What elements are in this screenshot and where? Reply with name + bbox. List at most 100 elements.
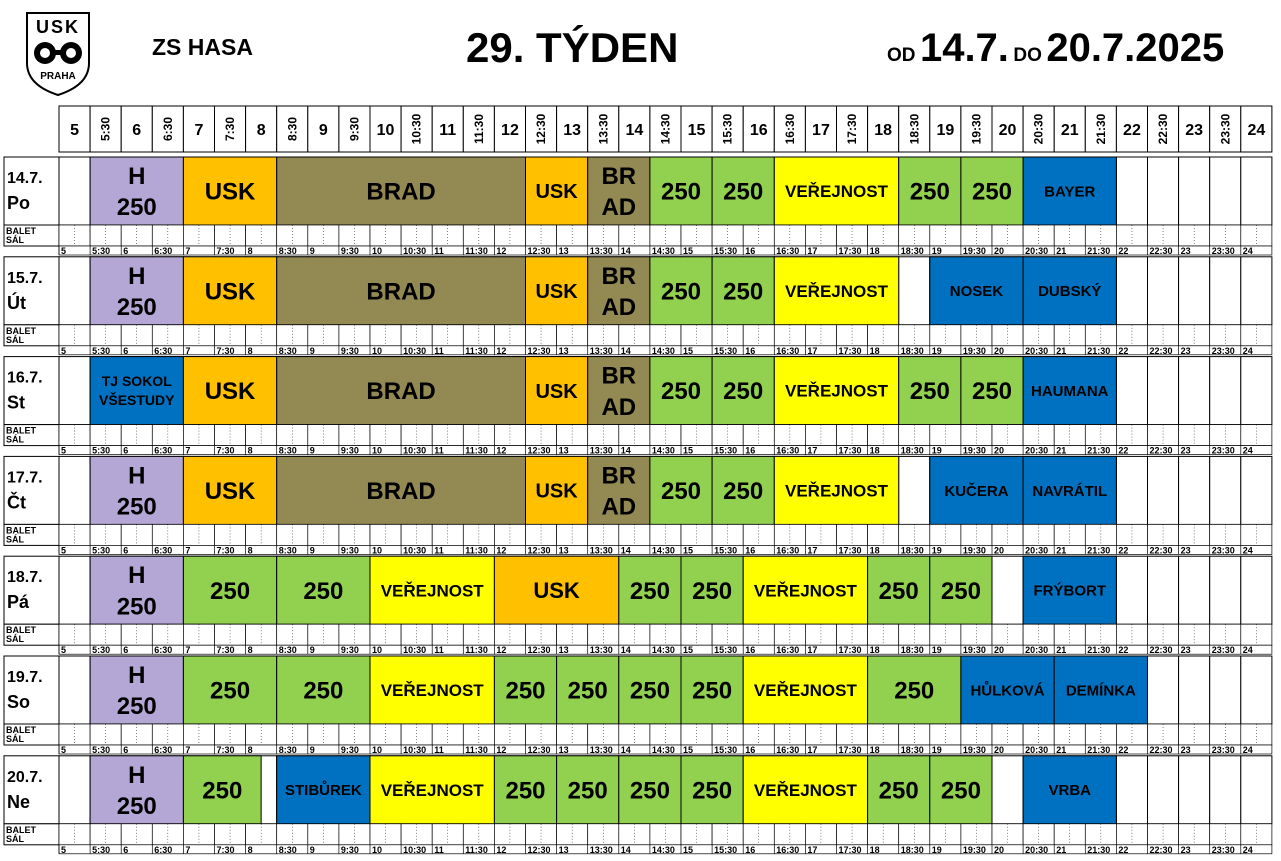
- mini-axis-label: 20: [994, 346, 1004, 356]
- booking-label: VEŘEJNOST: [381, 581, 485, 600]
- mini-axis-label: 22: [1118, 545, 1128, 555]
- mini-axis-label: 8:30: [279, 545, 297, 555]
- mini-axis-label: 21:30: [1087, 745, 1110, 755]
- mini-axis-label: 10:30: [403, 645, 426, 655]
- time-header-cell: [245, 105, 278, 153]
- booking-block: [89, 356, 184, 426]
- mini-axis-label: 22:30: [1150, 645, 1173, 655]
- mini-axis-label: 21: [1056, 745, 1066, 755]
- mini-axis-label: 18:30: [901, 246, 924, 256]
- mini-axis-label: 6: [123, 645, 128, 655]
- time-header-cell: [649, 105, 682, 153]
- empty-slot: [1178, 256, 1211, 326]
- mini-axis-label: 8: [248, 745, 253, 755]
- mini-axis-label: 21: [1056, 346, 1066, 356]
- mini-axis-label: 15: [683, 346, 693, 356]
- empty-slot: [1209, 755, 1242, 825]
- day-date: 14.7.: [7, 170, 43, 187]
- empty-slot: [1240, 156, 1273, 226]
- time-header-cell: [898, 105, 931, 153]
- day-name: So: [7, 692, 30, 712]
- mini-axis-label: 10: [372, 246, 382, 256]
- mini-axis-label: 11: [434, 645, 444, 655]
- time-header-cell: [1022, 105, 1055, 153]
- booking-block: [618, 755, 682, 825]
- mini-axis-label: 15:30: [714, 745, 737, 755]
- mini-axis-label: 11: [434, 346, 444, 356]
- mini-axis-label: 23:30: [1212, 346, 1235, 356]
- mini-axis-label: 8: [248, 446, 253, 456]
- time-header-label: 5:30: [99, 117, 113, 141]
- mini-axis-label: 22:30: [1150, 246, 1173, 256]
- booking-block: [276, 356, 527, 426]
- booking-label: USK: [205, 378, 256, 405]
- mini-axis-label: 21: [1056, 645, 1066, 655]
- mini-axis-label: 7: [185, 545, 190, 555]
- time-header-cell: [991, 105, 1024, 153]
- booking-label: AD: [601, 294, 636, 321]
- mini-axis-label: 9: [310, 545, 315, 555]
- mini-axis-label: 20:30: [1025, 545, 1048, 555]
- time-header-label: 24: [1247, 122, 1265, 139]
- empty-slot: [1115, 156, 1149, 226]
- mini-axis-label: 9: [310, 745, 315, 755]
- time-header-cell: [867, 105, 900, 153]
- booking-label: 250: [723, 478, 763, 505]
- empty-slot: [1209, 256, 1242, 326]
- time-header-label: 15: [688, 122, 706, 139]
- booking-label: 250: [879, 777, 919, 804]
- balet-label: BALET: [6, 525, 36, 535]
- time-header-cell: [929, 105, 962, 153]
- mini-axis-label: 17:30: [839, 246, 862, 256]
- time-header-label: 7: [194, 122, 203, 139]
- mini-axis-label: 9: [310, 446, 315, 456]
- mini-axis-label: 5:30: [92, 645, 110, 655]
- booking-label: USK: [205, 278, 256, 305]
- booking-label: USK: [535, 181, 578, 203]
- mini-axis-label: 13: [559, 745, 569, 755]
- booking-label: 250: [661, 278, 701, 305]
- mini-axis-label: 16: [745, 745, 755, 755]
- booking-block: [649, 356, 713, 426]
- mini-axis-label: 12: [496, 645, 506, 655]
- time-header-label: 22: [1123, 122, 1141, 139]
- time-header-label: 11: [439, 122, 456, 139]
- booking-label: H: [128, 562, 145, 589]
- mini-axis-label: 19: [932, 745, 942, 755]
- empty-slot: [898, 455, 931, 525]
- booking-label: 250: [661, 478, 701, 505]
- mini-axis-label: 10: [372, 446, 382, 456]
- empty-slot: [1240, 356, 1273, 426]
- time-header-label: 18: [874, 122, 892, 139]
- day-label-cell: [3, 256, 60, 326]
- booking-block: [276, 455, 527, 525]
- booking-block: [587, 356, 651, 426]
- time-header-label: 10:30: [410, 113, 424, 144]
- mini-axis-label: 12:30: [528, 845, 551, 855]
- time-header-label: 7:30: [223, 117, 237, 141]
- day-date: 16.7.: [7, 370, 43, 387]
- mini-axis-label: 17: [807, 745, 817, 755]
- day-name: St: [7, 393, 25, 413]
- mini-axis-label: 22: [1118, 645, 1128, 655]
- booking-block: [369, 655, 495, 725]
- booking-label: 250: [568, 777, 608, 804]
- booking-label: VEŘEJNOST: [381, 681, 485, 700]
- mini-axis-label: 7: [185, 845, 190, 855]
- mini-axis-label: 18: [870, 545, 880, 555]
- mini-axis-label: 19: [932, 246, 942, 256]
- booking-block: [493, 555, 620, 625]
- booking-label: 250: [910, 378, 950, 405]
- booking-label: 250: [910, 179, 950, 206]
- mini-axis-label: 24: [1243, 645, 1253, 655]
- booking-label: 250: [117, 494, 157, 521]
- booking-label: USK: [535, 281, 578, 303]
- day-label-cell: [3, 156, 60, 226]
- time-header-label: 13: [563, 122, 581, 139]
- time-header-label: 16:30: [783, 113, 797, 144]
- booking-label: 250: [303, 678, 343, 705]
- mini-axis-label: 23:30: [1212, 745, 1235, 755]
- mini-axis-label: 18: [870, 346, 880, 356]
- mini-axis-label: 23: [1181, 246, 1191, 256]
- mini-axis-label: 18: [870, 745, 880, 755]
